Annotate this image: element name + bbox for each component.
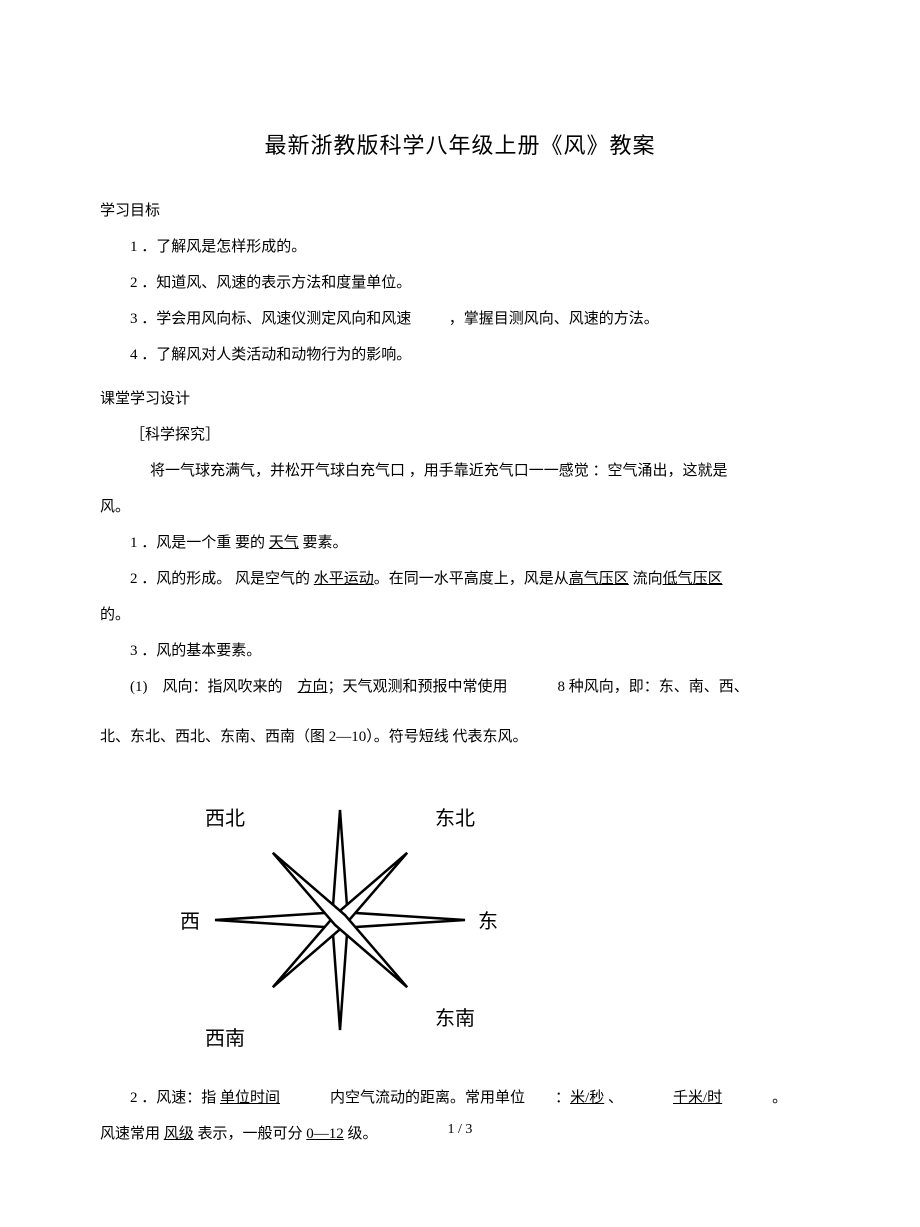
point-2-cont: 的。	[100, 597, 820, 633]
compass-label-ne: 东北	[435, 807, 475, 830]
blank-answer: 单位时间	[220, 1090, 280, 1106]
goal-item: 1 ．了解风是怎样形成的。	[100, 229, 820, 265]
document-title: 最新浙教版科学八年级上册《风》教案	[100, 120, 820, 173]
point-2: 2 ．风的形成。 风是空气的 水平运动。在同一水平高度上，风是从高气压区 流向低…	[100, 561, 820, 597]
goal-item: 3 ．学会用风向标、风速仪测定风向和风速 ，掌握目测风向、风速的方法。	[100, 301, 820, 337]
point-1: 1 ．风是一个重 要的 天气 要素。	[100, 525, 820, 561]
inquiry-text: 将一气球充满气，并松开气球白充气口 ，用手靠近充气口一一感觉 ：空气涌出，这就是	[100, 453, 820, 489]
text: 8 种风向，即：东、南、西、	[558, 679, 749, 695]
text: (1) 风向：指风吹来的	[130, 679, 298, 695]
blank-answer: 低气压区	[663, 571, 723, 587]
wind-speed-line1: 2 ．风速：指 单位时间 内空气流动的距离。常用单位 ：米/秒 、 千米/时 。	[100, 1080, 820, 1116]
text: 2 ．风的形成。 风是空气的	[130, 571, 314, 587]
text: 。	[772, 1090, 787, 1106]
text: 。在同一水平高度上，风是从	[374, 571, 569, 587]
page-number: 1 / 3	[100, 1113, 820, 1147]
text: 流向	[629, 571, 663, 587]
text: 内空气流动的距离。常用单位	[330, 1090, 525, 1106]
subpoint-1: (1) 风向：指风吹来的 方向；天气观测和预报中常使用 8 种风向，即：东、南、西…	[100, 669, 820, 705]
text: ；天气观测和预报中常使用	[328, 679, 508, 695]
blank-answer: 方向	[298, 679, 328, 695]
inquiry-text: 风。	[100, 489, 820, 525]
blank-answer: 千米/时	[673, 1090, 722, 1106]
subpoint-1-line2: 北、东北、西北、东南、西南（图 2—10）。符号短线 代表东风。	[100, 719, 820, 755]
compass-label-w: 西	[180, 911, 200, 933]
compass-label-sw: 西南	[205, 1027, 245, 1050]
class-design-heading: 课堂学习设计	[100, 381, 820, 417]
goal-text: ，掌握目测风向、风速的方法。	[449, 311, 659, 327]
text: 1 ．风是一个重 要的	[130, 535, 269, 551]
goal-text: 3 ．学会用风向标、风速仪测定风向和风速	[130, 311, 411, 327]
blank-answer: 天气	[269, 535, 299, 551]
compass-label-e: 东	[478, 910, 498, 933]
blank-answer: 水平运动	[314, 571, 374, 587]
point-3: 3 ．风的基本要素。	[100, 633, 820, 669]
compass-rose-diagram: 西北 东北 西 东 西南 东南	[160, 770, 820, 1070]
blank-answer: 米/秒	[570, 1090, 604, 1106]
compass-label-se: 东南	[435, 1007, 475, 1030]
blank-answer: 高气压区	[569, 571, 629, 587]
text: 要素。	[299, 535, 348, 551]
inquiry-label: ［科学探究］	[100, 417, 820, 453]
text: ：	[555, 1090, 570, 1106]
goal-item: 2 ．知道风、风速的表示方法和度量单位。	[100, 265, 820, 301]
learning-goals-heading: 学习目标	[100, 193, 820, 229]
goal-item: 4 ．了解风对人类活动和动物行为的影响。	[100, 337, 820, 373]
text: 、	[604, 1090, 623, 1106]
text: 2 ．风速：指	[130, 1090, 220, 1106]
compass-label-nw: 西北	[205, 807, 245, 830]
